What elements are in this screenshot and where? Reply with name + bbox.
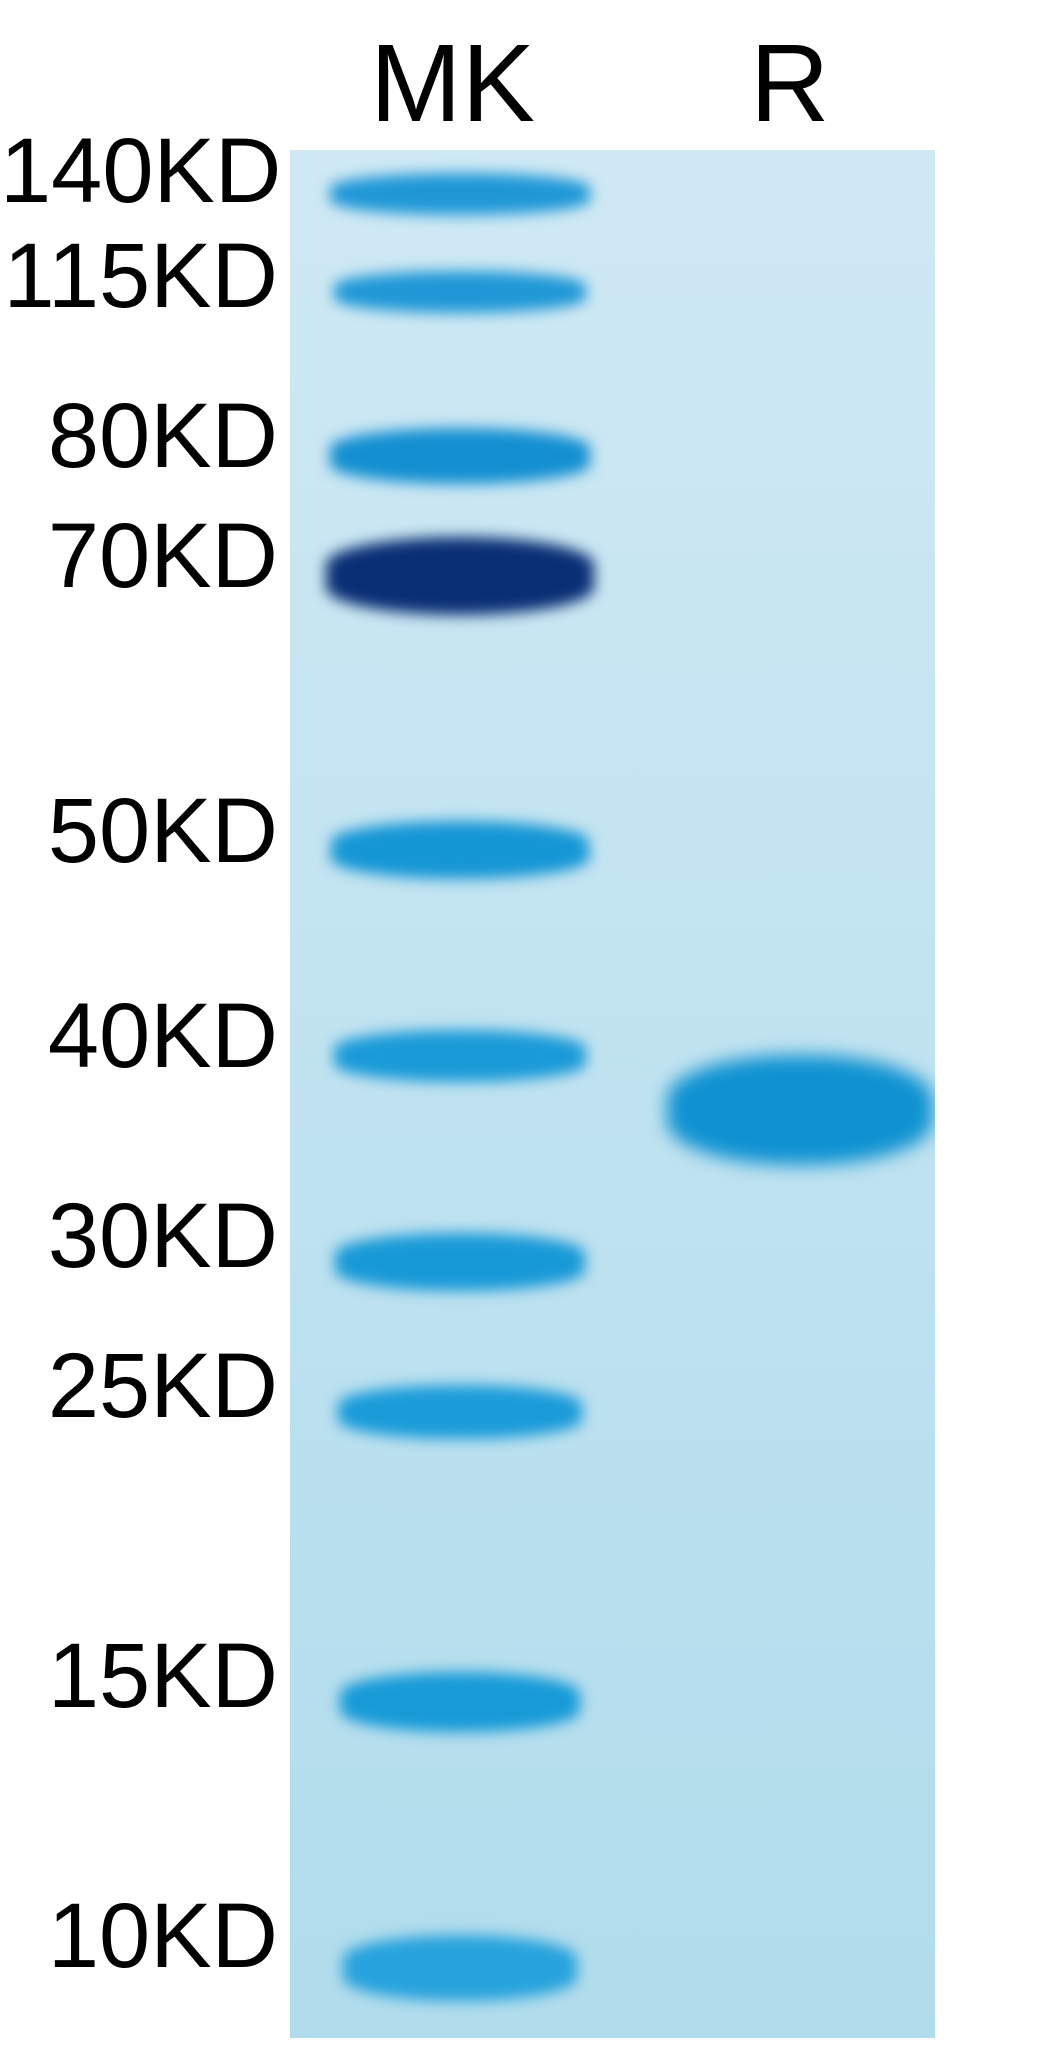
mw-label-140kd: 140KD <box>0 119 278 224</box>
mw-label-25kd: 25KD <box>0 1334 278 1439</box>
marker-band-9 <box>343 1935 577 2001</box>
marker-band-6 <box>335 1233 585 1291</box>
marker-band-0 <box>330 173 590 215</box>
mw-label-30kd: 30KD <box>0 1184 278 1289</box>
mw-label-50kd: 50KD <box>0 779 278 884</box>
marker-band-1 <box>334 271 586 313</box>
marker-band-8 <box>340 1672 579 1732</box>
gel-figure-container: MK R 140KD115KD 80KD 70KD 50KD 40KD 30KD 25KD 1… <box>0 0 1048 2056</box>
marker-band-3 <box>326 537 594 615</box>
mw-label-15kd: 15KD <box>0 1624 278 1729</box>
gel-area <box>290 150 935 2038</box>
marker-band-2 <box>330 428 590 484</box>
mw-label-80kd: 80KD <box>0 384 278 489</box>
mw-label-70kd: 70KD <box>0 504 278 609</box>
marker-band-7 <box>338 1385 582 1439</box>
marker-band-5 <box>334 1030 586 1082</box>
mw-label-40kd: 40KD <box>0 984 278 1089</box>
marker-band-4 <box>331 821 588 879</box>
mw-label-10kd: 10KD <box>0 1884 278 1989</box>
lane-label-sample: R <box>750 20 829 147</box>
mw-label-115kd: 115KD <box>0 224 278 329</box>
sample-band-0 <box>667 1055 932 1165</box>
lane-label-marker: MK <box>370 20 535 147</box>
